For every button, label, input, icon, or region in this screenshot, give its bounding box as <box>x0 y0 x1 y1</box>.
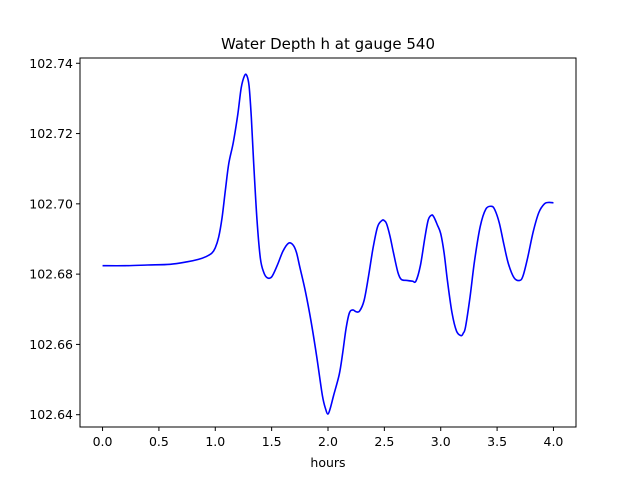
y-tick-label: 102.66 <box>29 337 73 352</box>
x-axis-label: hours <box>310 455 345 470</box>
series-layer <box>102 73 554 415</box>
x-tick-label: 3.0 <box>431 434 451 449</box>
chart-title: Water Depth h at gauge 540 <box>221 35 435 53</box>
y-tick-label: 102.64 <box>29 407 73 422</box>
plot-frame <box>79 57 577 428</box>
x-tick-label: 2.5 <box>374 434 394 449</box>
x-tick-label: 0.5 <box>149 434 169 449</box>
x-tick-label: 2.0 <box>318 434 338 449</box>
series-line <box>102 73 554 415</box>
y-axis-ticks: 102.64 102.66 102.68 102.70 102.72 102.74 <box>29 56 80 422</box>
x-axis-ticks: 0.0 0.5 1.0 1.5 2.0 2.5 3.0 3.5 4.0 <box>93 427 564 449</box>
y-tick-label: 102.72 <box>29 126 73 141</box>
y-tick-label: 102.68 <box>29 267 73 282</box>
x-tick-label: 1.0 <box>205 434 225 449</box>
x-tick-label: 4.0 <box>544 434 564 449</box>
x-tick-label: 1.5 <box>262 434 282 449</box>
x-tick-label: 3.5 <box>487 434 507 449</box>
x-tick-label: 0.0 <box>93 434 113 449</box>
y-tick-label: 102.74 <box>29 56 73 71</box>
y-tick-label: 102.70 <box>29 196 73 211</box>
